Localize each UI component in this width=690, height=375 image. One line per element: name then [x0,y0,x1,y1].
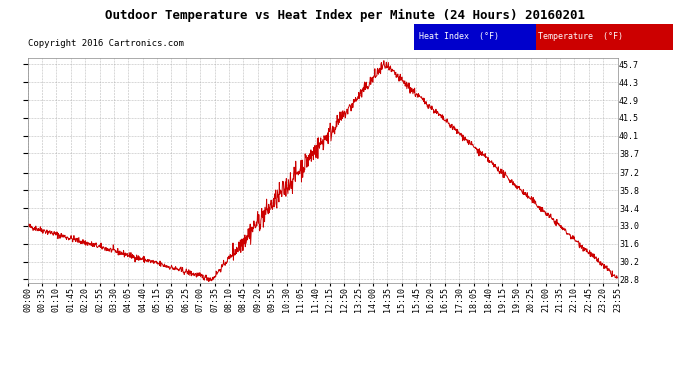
Text: Outdoor Temperature vs Heat Index per Minute (24 Hours) 20160201: Outdoor Temperature vs Heat Index per Mi… [105,9,585,22]
Text: Temperature  (°F): Temperature (°F) [538,32,623,41]
Text: Copyright 2016 Cartronics.com: Copyright 2016 Cartronics.com [28,39,184,48]
Bar [535,24,673,50]
Text: Heat Index  (°F): Heat Index (°F) [420,32,499,41]
Bar [414,24,535,50]
